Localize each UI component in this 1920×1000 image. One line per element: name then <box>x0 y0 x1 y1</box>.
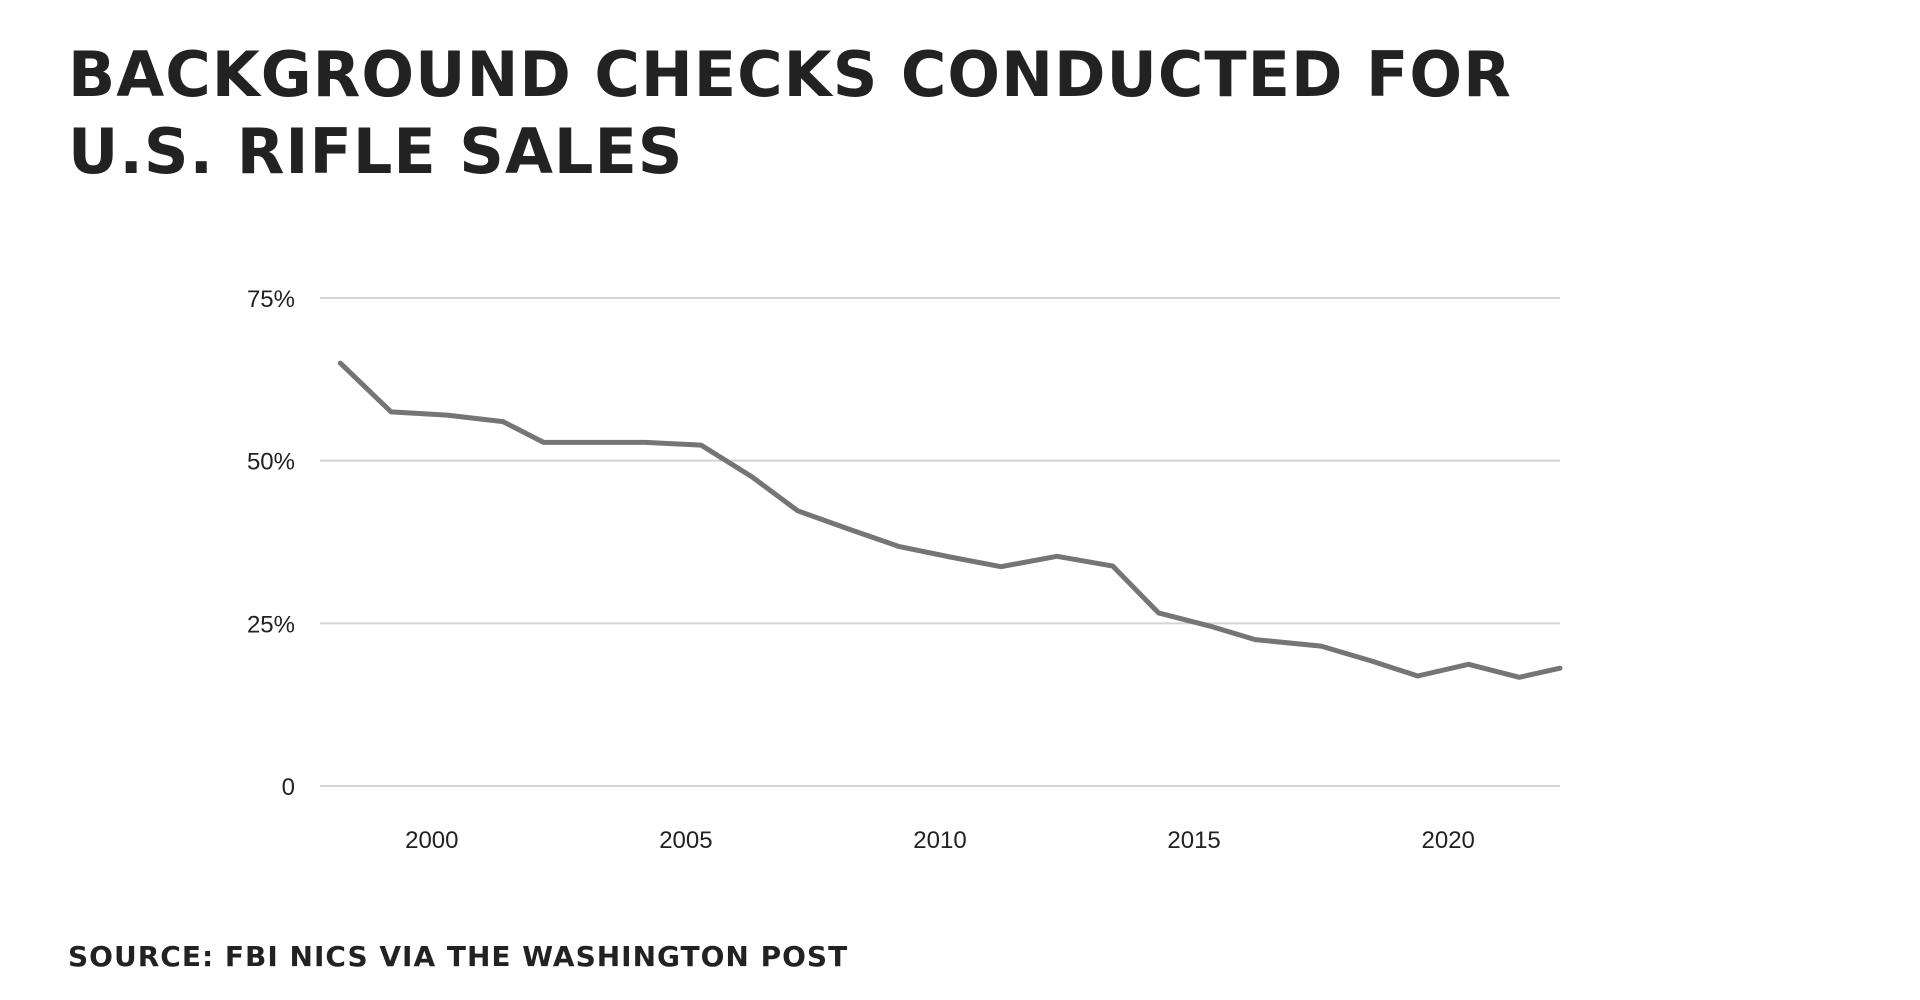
chart-title-line-2: U.S. RIFLE SALES <box>68 115 684 188</box>
x-tick-label: 2015 <box>1167 827 1220 854</box>
source-note: SOURCE: FBI NICS VIA THE WASHINGTON POST <box>68 940 849 973</box>
y-tick-label: 75% <box>247 286 295 313</box>
series-layer <box>337 360 1563 680</box>
x-tick-label: 2020 <box>1422 827 1475 854</box>
chart-title: BACKGROUND CHECKS CONDUCTED FOR U.S. RIF… <box>68 36 1568 190</box>
chart-title-line-1: BACKGROUND CHECKS CONDUCTED FOR <box>68 38 1512 111</box>
y-tick-label: 25% <box>247 611 295 638</box>
x-tick-label: 2000 <box>405 827 458 854</box>
y-axis: 0 25% 50% 75% <box>247 286 295 801</box>
series-line-0 <box>337 360 1563 680</box>
x-axis: 2000 2005 2010 2015 2020 <box>405 827 1475 854</box>
y-tick-label: 50% <box>247 449 295 476</box>
grid-lines <box>320 297 1560 787</box>
y-tick-label: 0 <box>282 774 295 801</box>
x-tick-label: 2010 <box>913 827 966 854</box>
x-tick-label: 2005 <box>659 827 712 854</box>
